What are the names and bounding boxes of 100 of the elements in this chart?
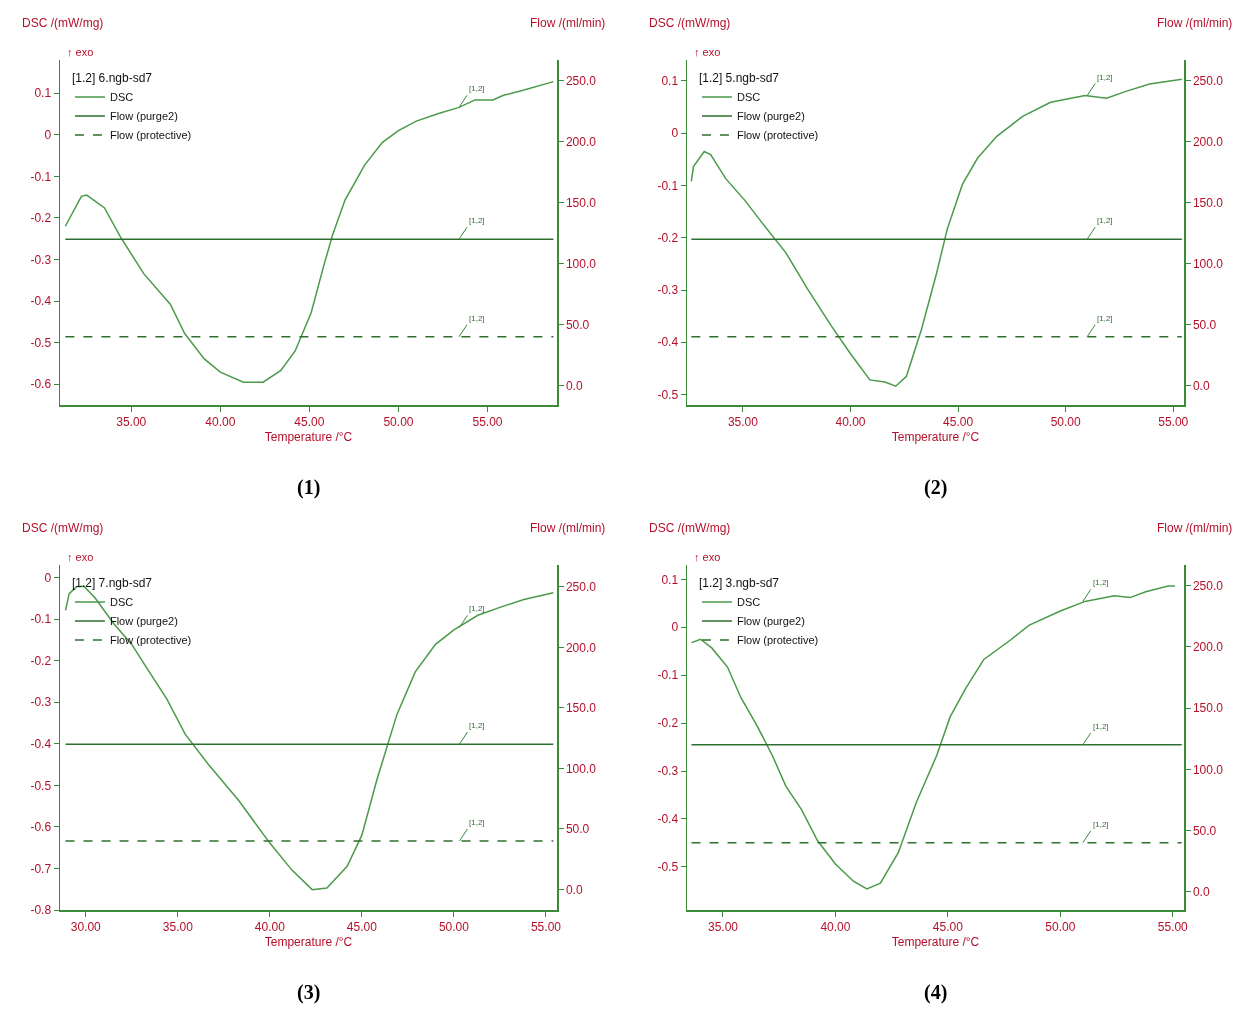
y-tick-label: -0.3 xyxy=(30,252,52,267)
y-tick-label: 0 xyxy=(44,128,52,143)
y-tick-label: -0.2 xyxy=(30,653,52,668)
legend-label: Flow (purge2) xyxy=(109,615,178,628)
legend-label: Flow (purge2) xyxy=(736,615,805,628)
x-tick-label: 50.00 xyxy=(438,919,470,934)
annotation: [1,2] xyxy=(469,818,485,827)
annotation: [1,2] xyxy=(469,721,485,730)
legend-label: DSC xyxy=(736,91,761,104)
annotation: [1,2] xyxy=(1097,73,1113,82)
y2-tick-label: 100.0 xyxy=(1192,256,1224,271)
y-tick-label: 0 xyxy=(44,570,52,585)
y2-tick-label: 250.0 xyxy=(1192,579,1224,593)
y2-tick-label: 0.0 xyxy=(565,378,583,393)
y2-tick-label: 200.0 xyxy=(1192,640,1224,655)
y2-tick-label: 200.0 xyxy=(1192,134,1224,149)
x-axis-title: Temperature /°C xyxy=(264,934,353,949)
annotation: [1,2] xyxy=(469,314,485,323)
y2-tick-label: 50.0 xyxy=(1192,317,1217,332)
y2-tick-label: 150.0 xyxy=(1192,195,1224,210)
y-tick-label: 0 xyxy=(671,620,679,635)
y2-tick-label: 250.0 xyxy=(565,73,597,88)
x-tick-label: 30.00 xyxy=(70,919,102,934)
y-tick-label: 0.1 xyxy=(661,74,679,89)
y-tick-label: 0 xyxy=(671,126,679,141)
y2-tick-label: 100.0 xyxy=(565,256,597,271)
y-axis-title: DSC /(mW/mg) xyxy=(649,521,731,535)
y-tick-label: -0.1 xyxy=(30,612,52,627)
legend-title: [1.2] 3.ngb-sd7 xyxy=(698,576,780,591)
y2-tick-label: 0.0 xyxy=(1192,378,1210,393)
legend-label: Flow (protective) xyxy=(736,129,819,142)
legend-label: Flow (protective) xyxy=(736,634,819,647)
x-tick-label: 35.00 xyxy=(707,919,739,934)
x-tick-label: 40.00 xyxy=(205,414,236,429)
legend-title: [1.2] 5.ngb-sd7 xyxy=(698,71,780,86)
y2-tick-label: 0.0 xyxy=(565,882,583,897)
x-tick-label: 50.00 xyxy=(1050,414,1082,429)
annotation: [1,2] xyxy=(1097,216,1113,225)
legend-label: Flow (protective) xyxy=(109,129,192,142)
annotation: [1,2] xyxy=(1093,578,1109,587)
x-axis-title: Temperature /°C xyxy=(891,429,980,444)
annotation: [1,2] xyxy=(1093,722,1109,731)
y-tick-label: 0.1 xyxy=(661,572,679,587)
y2-tick-label: 50.0 xyxy=(565,317,590,332)
x-tick-label: 55.00 xyxy=(1158,414,1189,429)
annotation: [1,2] xyxy=(1093,820,1109,829)
y2-tick-label: 50.0 xyxy=(1192,823,1217,838)
y-tick-label: -0.1 xyxy=(657,178,679,193)
x-tick-label: 55.00 xyxy=(472,414,503,429)
x-axis-title: Temperature /°C xyxy=(891,934,980,949)
y-tick-label: -0.5 xyxy=(30,335,52,350)
y-tick-label: -0.5 xyxy=(657,860,679,875)
x-axis-title: Temperature /°C xyxy=(264,429,353,444)
annotation: [1,2] xyxy=(469,84,485,93)
y-tick-label: -0.7 xyxy=(30,861,52,876)
y-tick-label: -0.4 xyxy=(657,335,679,350)
y2-tick-label: 100.0 xyxy=(565,761,597,776)
x-tick-label: 45.00 xyxy=(294,414,325,429)
y-tick-label: -0.1 xyxy=(657,668,679,683)
text: (1) xyxy=(297,476,321,499)
y2-tick-label: 50.0 xyxy=(565,822,590,837)
x-tick-label: 50.00 xyxy=(1045,919,1076,934)
x-tick-label: 45.00 xyxy=(346,919,378,934)
y2-axis-title: Flow /(ml/min) xyxy=(1157,521,1233,535)
annotation: [1,2] xyxy=(469,604,485,613)
y2-tick-label: 250.0 xyxy=(565,579,597,594)
x-tick-label: 40.00 xyxy=(254,919,286,934)
y2-axis-title: Flow /(ml/min) xyxy=(530,16,606,30)
text: (3) xyxy=(297,981,321,1004)
y-tick-label: -0.5 xyxy=(657,387,679,402)
y-tick-label: -0.3 xyxy=(657,764,679,779)
annotation: [1,2] xyxy=(469,216,485,225)
text: ↑ exo xyxy=(694,551,721,563)
x-tick-label: 35.00 xyxy=(116,414,147,429)
x-tick-label: 50.00 xyxy=(383,414,414,429)
legend-label: Flow (purge2) xyxy=(109,110,178,123)
y2-tick-label: 150.0 xyxy=(565,701,597,716)
text: ↑ exo xyxy=(67,46,94,58)
y2-tick-label: 200.0 xyxy=(565,640,597,655)
y-tick-label: -0.6 xyxy=(30,820,52,835)
y-tick-label: -0.2 xyxy=(657,716,679,731)
x-tick-label: 40.00 xyxy=(820,919,851,934)
legend-title: [1.2] 6.ngb-sd7 xyxy=(71,71,153,86)
x-tick-label: 35.00 xyxy=(162,919,194,934)
y-tick-label: -0.4 xyxy=(657,812,679,827)
x-tick-label: 45.00 xyxy=(932,919,964,934)
y-tick-label: -0.2 xyxy=(657,230,679,245)
y-tick-label: 0.1 xyxy=(34,86,52,101)
text: (4) xyxy=(924,981,948,1004)
y-tick-label: -0.5 xyxy=(30,778,52,793)
text: (2) xyxy=(924,476,948,499)
x-tick-label: 45.00 xyxy=(943,414,974,429)
text: ↑ exo xyxy=(67,551,94,563)
legend-label: Flow (purge2) xyxy=(736,110,805,123)
y-axis-title: DSC /(mW/mg) xyxy=(22,521,104,535)
y2-tick-label: 0.0 xyxy=(1192,884,1210,899)
y2-tick-label: 150.0 xyxy=(1192,701,1224,716)
y-axis-title: DSC /(mW/mg) xyxy=(649,16,731,30)
y2-tick-label: 250.0 xyxy=(1192,73,1224,88)
legend-title: [1.2] 7.ngb-sd7 xyxy=(71,576,153,591)
